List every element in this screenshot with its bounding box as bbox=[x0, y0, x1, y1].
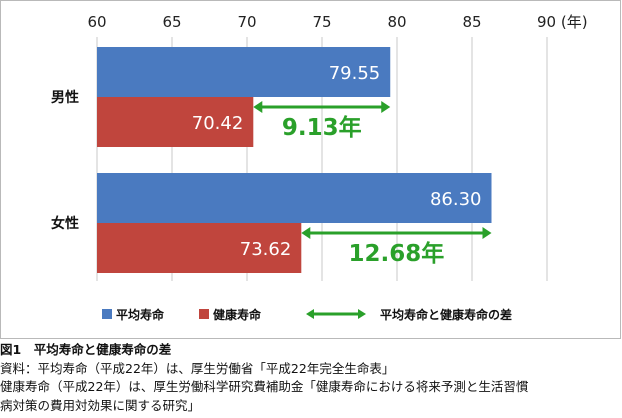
bar-value-label: 73.62 bbox=[240, 239, 292, 260]
chart-frame: 60 65 70 75 80 85 90 (年) 79.55 70.42 86.30 73.62 … bbox=[0, 0, 621, 339]
x-tick-label: 75 bbox=[312, 13, 331, 31]
caption-line-1: 資料：平均寿命（平成22年）は、厚生労働省「平成22年完全生命表」 bbox=[0, 360, 395, 376]
difference-arrow-head bbox=[482, 227, 492, 239]
caption-line-2: 健康寿命（平成22年）は、厚生労働科学研究費補助金「健康寿命における将来予測と生… bbox=[0, 379, 529, 394]
bar bbox=[97, 173, 492, 223]
legend: 平均寿命 健康寿命 平均寿命と健康寿命の差 bbox=[102, 307, 512, 322]
bar-value-label: 79.55 bbox=[329, 63, 381, 84]
legend-arrow-head bbox=[306, 309, 314, 319]
legend-label: 平均寿命 bbox=[116, 307, 165, 322]
bar bbox=[97, 97, 254, 147]
x-tick-label: 80 bbox=[387, 13, 406, 31]
difference-label: 12.68年 bbox=[349, 240, 445, 267]
caption-line-3: 病対策の費用対効果に関する研究」 bbox=[0, 397, 201, 413]
life-expectancy-chart: 60 65 70 75 80 85 90 (年) 79.5570.4286.3073.62 … bbox=[51, 13, 588, 322]
legend-label: 平均寿命と健康寿命の差 bbox=[380, 307, 512, 322]
x-tick-label: 90 (年) bbox=[537, 13, 588, 31]
x-tick-label: 60 bbox=[87, 13, 106, 31]
bars: 79.55 70.42 86.30 73.62 bbox=[97, 47, 492, 273]
x-axis-ticks: 60 65 70 75 80 85 90 (年) bbox=[87, 13, 587, 31]
difference-arrow-head bbox=[253, 101, 263, 113]
legend-swatch bbox=[102, 309, 112, 319]
difference-arrows: 9.13年 12.68年 bbox=[253, 101, 492, 267]
difference-arrow-head bbox=[381, 101, 391, 113]
x-tick-label: 65 bbox=[162, 13, 181, 31]
category-label: 男性 bbox=[51, 89, 79, 106]
difference-label: 9.13年 bbox=[282, 114, 362, 141]
bar bbox=[97, 47, 391, 97]
difference-arrow-head bbox=[301, 227, 311, 239]
figure-title: 図1 平均寿命と健康寿命の差 bbox=[0, 342, 172, 357]
legend-swatch bbox=[199, 309, 209, 319]
category-label: 女性 bbox=[51, 215, 79, 232]
bar bbox=[97, 223, 302, 273]
legend-label: 健康寿命 bbox=[213, 307, 262, 322]
figure-caption: 図1 平均寿命と健康寿命の差 資料：平均寿命（平成22年）は、厚生労働省「平成2… bbox=[0, 341, 622, 415]
legend-arrow-head bbox=[358, 309, 366, 319]
x-tick-label: 70 bbox=[237, 13, 256, 31]
bar-value-label: 70.42 bbox=[192, 113, 244, 134]
x-tick-label: 85 bbox=[462, 13, 481, 31]
bar-value-label: 86.30 bbox=[430, 189, 482, 210]
